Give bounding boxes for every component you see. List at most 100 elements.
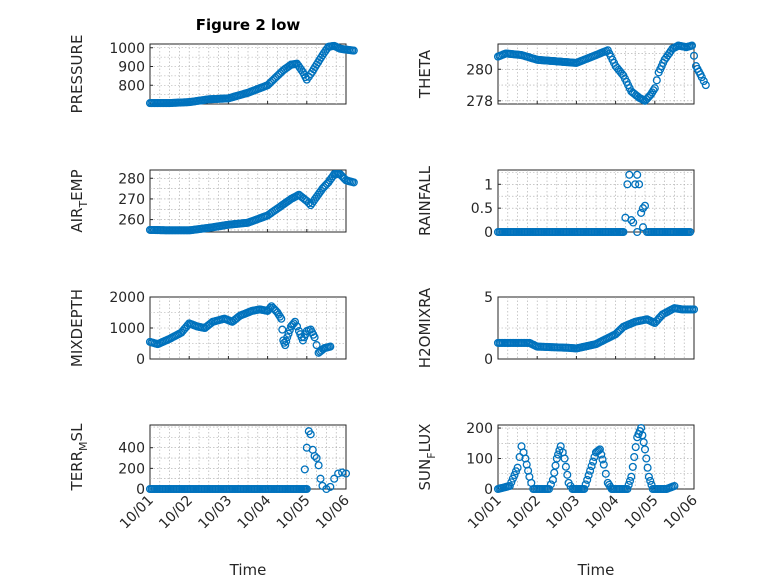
x-tick-label: 10/02 [156, 493, 196, 533]
data-point [330, 474, 339, 483]
data-point [689, 305, 699, 314]
data-point [623, 484, 632, 494]
data-point [642, 454, 651, 463]
y-tick-label: 0 [136, 482, 145, 498]
data-point [560, 454, 569, 463]
subplot-2: 260 270 280 AIRTEMP [68, 169, 358, 235]
data-point [586, 466, 595, 475]
subplot-0: 800 900 1000 PRESSURE Figure 2 low [68, 16, 358, 113]
subplot-6: 0 200 400 10/01 10/02 10/03 10/04 10/05 10/06 TER… [68, 423, 353, 579]
data-point [629, 218, 638, 227]
data-point [627, 472, 636, 481]
data-point [595, 445, 604, 454]
x-axis-label: Time [577, 561, 615, 579]
data-point [510, 470, 519, 480]
y-tick-label: 0 [484, 482, 493, 498]
y-tick-label: 2000 [109, 290, 145, 306]
data-point [349, 46, 358, 55]
y-tick-label: 278 [466, 94, 493, 110]
data-point [598, 455, 607, 464]
data-point [619, 227, 628, 237]
data-point [646, 476, 655, 485]
data-point [338, 468, 347, 477]
x-tick-label: 10/01 [117, 493, 157, 533]
y-tick-label: 1000 [109, 321, 145, 337]
data-point [349, 178, 358, 187]
data-point [316, 474, 325, 483]
data-point [278, 325, 287, 334]
y-tick-label: 100 [466, 452, 493, 468]
y-axis-label: SUNFLUX [416, 424, 438, 491]
data-point [597, 450, 606, 459]
data-point [630, 452, 639, 462]
y-tick-label: 200 [118, 461, 145, 477]
data-point [302, 484, 311, 494]
data-point [290, 317, 300, 326]
subplot-4: 0 1000 2000 MIXDEPTH [68, 289, 347, 368]
y-tick-label: 260 [118, 213, 145, 229]
data-point [513, 463, 522, 472]
data-point [292, 322, 302, 331]
data-point [583, 475, 592, 484]
data-point [699, 77, 708, 86]
x-tick-label: 10/06 [313, 492, 353, 532]
x-tick-label: 10/05 [274, 493, 314, 533]
y-tick-label: 270 [118, 192, 145, 208]
data-point [650, 84, 659, 93]
data-point [638, 223, 648, 232]
data-point [594, 446, 603, 455]
data-point [670, 481, 679, 491]
data-point [631, 180, 640, 189]
data-point [697, 73, 706, 82]
x-tick-label: 10/04 [235, 492, 275, 532]
data-point [628, 462, 637, 471]
data-point [633, 170, 642, 179]
data-point [584, 471, 593, 480]
y-tick-label: 0.5 [471, 201, 493, 217]
data-point [304, 199, 313, 208]
y-axis-label: MIXDEPTH [68, 289, 86, 367]
y-tick-label: 1000 [109, 41, 145, 57]
data-point [643, 463, 652, 472]
x-tick-label: 10/03 [195, 493, 235, 533]
data-point [314, 461, 323, 470]
data-point [625, 170, 634, 179]
data-point [546, 480, 555, 489]
y-tick-label: 5 [484, 290, 493, 306]
data-point [644, 472, 653, 481]
data-point [282, 337, 291, 346]
data-point [544, 484, 554, 494]
chart-title: Figure 2 low [196, 16, 301, 34]
data-point [322, 484, 331, 494]
data-point [515, 452, 524, 462]
data-point [561, 462, 570, 471]
data-point [326, 342, 335, 351]
data-point [640, 201, 650, 210]
subplot-1: 278 280 THETA [416, 41, 710, 110]
data-point [341, 469, 351, 478]
data-point [312, 341, 321, 350]
data-point [283, 333, 292, 342]
data-point [554, 450, 563, 459]
y-axis-label: RAINFALL [416, 165, 434, 236]
y-tick-label: 280 [466, 62, 493, 78]
data-point [652, 76, 661, 85]
data-point [599, 460, 608, 469]
data-point [640, 445, 650, 454]
data-point [633, 227, 642, 237]
y-tick-label: 280 [118, 171, 145, 187]
data-point [274, 310, 283, 319]
y-axis-label: TERRMSL [68, 423, 90, 492]
x-tick-label: 10/04 [583, 492, 623, 532]
data-point [638, 204, 648, 213]
subplot-5: 0 5 H2OMIXRA [416, 287, 699, 368]
data-point [587, 462, 596, 471]
data-point [552, 454, 561, 463]
data-point [637, 208, 646, 217]
x-tick-label: 10/05 [622, 493, 662, 533]
x-axis-label: Time [229, 561, 267, 579]
data-point [631, 443, 640, 452]
data-point [281, 341, 290, 350]
y-tick-label: 400 [118, 441, 145, 457]
